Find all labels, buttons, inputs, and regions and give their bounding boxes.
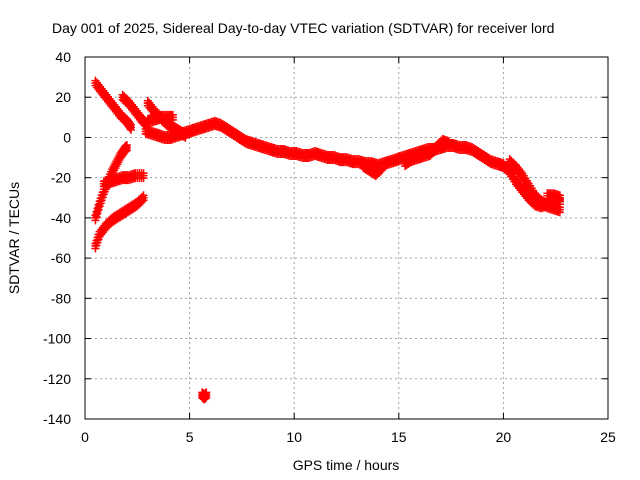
data-point bbox=[93, 209, 102, 218]
y-tick-label: 40 bbox=[55, 49, 71, 65]
grid-layer bbox=[85, 57, 608, 419]
x-tick-label: 25 bbox=[600, 429, 616, 445]
y-tick-label: -60 bbox=[51, 250, 71, 266]
x-tick-label: 10 bbox=[286, 429, 302, 445]
series-main-trace bbox=[141, 116, 564, 213]
chart-title: Day 001 of 2025, Sidereal Day-to-day VTE… bbox=[52, 20, 554, 36]
x-tick-label: 15 bbox=[391, 429, 407, 445]
series-arc-2 bbox=[118, 90, 150, 130]
y-tick-label: -120 bbox=[43, 371, 71, 387]
data-point bbox=[378, 166, 387, 175]
data-point bbox=[122, 146, 131, 154]
x-tick-label: 5 bbox=[186, 429, 194, 445]
y-axis-label: SDTVAR / TECUs bbox=[6, 182, 22, 294]
data-point bbox=[376, 167, 385, 176]
data-point bbox=[92, 212, 101, 221]
y-tick-label: 0 bbox=[63, 129, 71, 145]
series-lower-branch bbox=[359, 159, 387, 181]
data-layer bbox=[91, 76, 564, 404]
y-tick-label: -140 bbox=[43, 411, 71, 427]
plot-frame bbox=[84, 56, 609, 420]
x-tick-label: 0 bbox=[81, 429, 89, 445]
data-point bbox=[127, 125, 136, 134]
data-point bbox=[139, 174, 148, 183]
data-point bbox=[139, 196, 148, 205]
data-point bbox=[202, 393, 211, 402]
series-arc-1 bbox=[91, 76, 136, 134]
y-tick-label: -80 bbox=[51, 290, 71, 306]
y-tick-label: -20 bbox=[51, 170, 71, 186]
x-tick-label: 20 bbox=[496, 429, 512, 445]
y-tick-label: -100 bbox=[43, 331, 71, 347]
series-arc-6 bbox=[99, 169, 148, 191]
data-point bbox=[168, 115, 177, 124]
series-outlier bbox=[198, 388, 211, 404]
data-point bbox=[94, 205, 103, 214]
data-point bbox=[555, 208, 564, 217]
y-tick-label: 20 bbox=[55, 89, 71, 105]
data-point bbox=[445, 141, 454, 150]
data-point bbox=[91, 216, 100, 225]
tick-layer bbox=[84, 56, 609, 420]
data-point bbox=[555, 196, 564, 205]
series-upper-branch bbox=[401, 134, 454, 171]
label-layer: 0 5 10 15 20 25 40 20 0 -20 -40 -60 -80 -100 -120 -140 bbox=[43, 49, 616, 445]
data-point bbox=[125, 124, 134, 133]
data-point bbox=[138, 197, 147, 206]
series-end-cluster bbox=[543, 189, 564, 205]
series-arc-4 bbox=[143, 110, 177, 128]
series-arc-7 bbox=[91, 191, 148, 253]
x-axis-label: GPS time / hours bbox=[293, 457, 400, 473]
y-tick-label: -40 bbox=[51, 210, 71, 226]
